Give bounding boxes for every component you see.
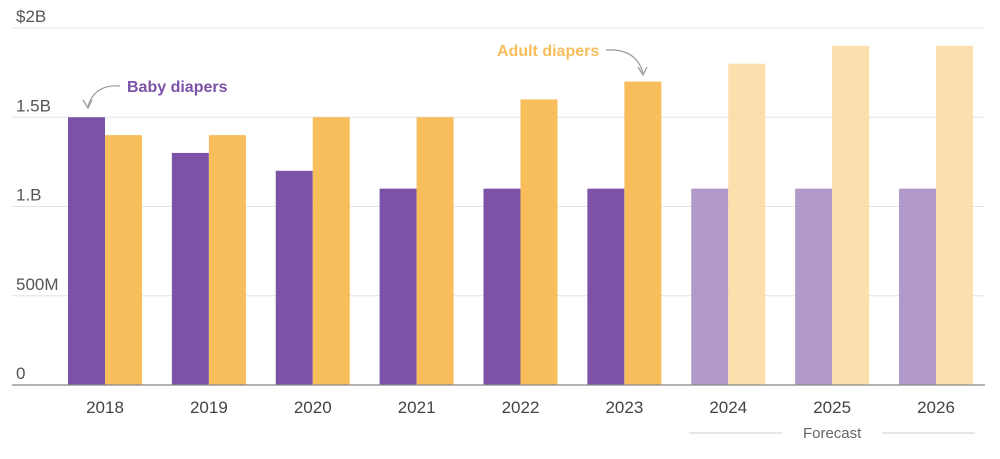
bar-adult-diapers-2022 xyxy=(520,99,558,386)
bar-baby-diapers-2018 xyxy=(68,117,105,385)
x-tick-label: 2026 xyxy=(917,398,955,417)
annotation-arrowhead xyxy=(637,66,648,77)
bar-adult-diapers-2018 xyxy=(105,135,142,385)
bar-adult-diapers-2019 xyxy=(208,135,246,385)
x-tick-label: 2018 xyxy=(86,398,124,417)
series-label-baby-diapers: Baby diapers xyxy=(127,79,228,96)
axes: 0 500M 1.B 1.5B $2B 2018 2019 2020 2021 2022 2023 2… xyxy=(12,7,985,417)
bar-adult-diapers-2021 xyxy=(416,117,454,385)
x-tick-label: 2023 xyxy=(605,398,643,417)
bar-baby-diapers-2026 xyxy=(899,188,936,385)
bars xyxy=(68,45,973,386)
bar-adult-diapers-2025 xyxy=(832,45,870,385)
x-tick-label: 2025 xyxy=(813,398,851,417)
annotations: Forecast Baby diapers Adult diapers xyxy=(82,43,975,442)
y-tick-label: $2B xyxy=(16,7,46,26)
forecast-label: Forecast xyxy=(803,425,862,442)
x-tick-label: 2019 xyxy=(190,398,228,417)
y-tick-label: 0 xyxy=(16,364,25,383)
y-tick-label: 500M xyxy=(16,275,59,294)
bar-baby-diapers-2022 xyxy=(483,188,521,385)
bar-baby-diapers-2021 xyxy=(379,188,417,385)
bar-adult-diapers-2026 xyxy=(936,45,973,385)
x-tick-label: 2021 xyxy=(398,398,436,417)
series-label-adult-diapers: Adult diapers xyxy=(497,43,599,60)
bar-baby-diapers-2023 xyxy=(587,188,625,385)
annotation-arrowhead xyxy=(82,99,93,110)
annotation-arrow xyxy=(87,85,121,107)
annotation-arrow xyxy=(605,49,644,74)
bar-baby-diapers-2024 xyxy=(691,188,729,385)
bar-adult-diapers-2024 xyxy=(728,63,766,385)
bar-baby-diapers-2025 xyxy=(795,188,833,385)
bar-adult-diapers-2023 xyxy=(624,81,662,386)
bar-baby-diapers-2019 xyxy=(171,152,209,385)
x-tick-label: 2022 xyxy=(502,398,540,417)
bar-adult-diapers-2020 xyxy=(312,117,350,385)
y-tick-label: 1.B xyxy=(16,186,42,205)
x-tick-label: 2024 xyxy=(709,398,747,417)
x-tick-label: 2020 xyxy=(294,398,332,417)
bar-baby-diapers-2020 xyxy=(275,170,313,385)
y-tick-label: 1.5B xyxy=(16,96,51,115)
